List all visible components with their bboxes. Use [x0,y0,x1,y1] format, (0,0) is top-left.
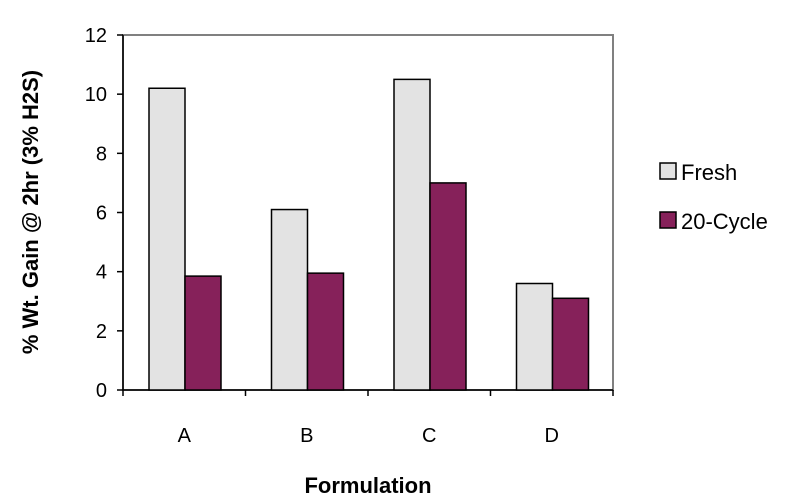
bar-fresh-d [515,282,554,391]
bar-fresh-b [270,208,309,391]
y-tick-label: 6 [96,203,107,225]
y-tick-label: 2 [96,321,107,343]
bar-20-cycle-b [306,272,345,391]
bar-20-cycle-d [551,297,590,391]
y-tick-label: 12 [85,25,107,47]
bars [148,78,590,391]
y-tick-label: 8 [96,143,107,165]
bar-fresh-c [393,78,431,391]
legend-swatch-20-cycle [659,211,677,229]
legend-label-20-cycle: 20-Cycle [681,209,768,234]
x-tick-label: C [422,425,436,447]
legend: Fresh 20-Cycle [659,160,768,234]
legend-swatch-fresh [659,162,677,180]
x-tick-label: A [178,425,192,447]
bar-20-cycle-a [184,275,222,391]
y-ticks: 0 2 4 6 8 10 12 [85,25,123,402]
y-tick-label: 0 [96,380,107,402]
x-axis-title: Formulation [304,473,431,498]
y-tick-label: 10 [85,84,107,106]
x-tick-label: D [545,425,559,447]
y-tick-label: 4 [96,262,107,284]
y-axis-title: % Wt. Gain @ 2hr (3% H2S) [18,70,43,354]
x-tick-label: B [300,425,313,447]
x-ticks: A B C D [122,390,614,447]
bar-20-cycle-c [429,182,467,391]
legend-label-fresh: Fresh [681,160,737,185]
bar-fresh-a [148,87,186,391]
